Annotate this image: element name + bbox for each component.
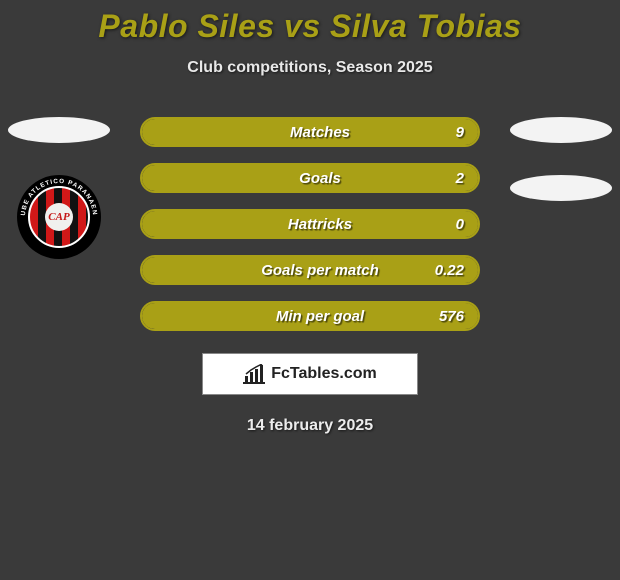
stat-value: 2 — [456, 170, 464, 187]
club-badge-atletico-paranaense: CLUBE ATLETICO PARANAENSE 1924 CAP — [17, 175, 101, 259]
stat-label: Min per goal — [142, 308, 478, 325]
brand-text: FcTables.com — [271, 365, 377, 383]
player-photo-placeholder — [510, 117, 612, 143]
stat-row-matches: Matches 9 — [140, 117, 480, 147]
player-photo-placeholder — [8, 117, 110, 143]
stat-value: 0 — [456, 216, 464, 233]
club-badge-stripes: CAP — [28, 186, 90, 248]
stat-row-goals: Goals 2 — [140, 163, 480, 193]
stat-label: Goals — [142, 170, 478, 187]
stat-label: Matches — [142, 124, 478, 141]
stat-row-goals-per-match: Goals per match 0.22 — [140, 255, 480, 285]
stats-list: Matches 9 Goals 2 Hattricks 0 Goals per … — [140, 117, 480, 331]
left-player-column: CLUBE ATLETICO PARANAENSE 1924 CAP — [8, 117, 110, 259]
date-line: 14 february 2025 — [0, 417, 620, 435]
stat-value: 576 — [439, 308, 464, 325]
stat-value: 0.22 — [435, 262, 464, 279]
club-badge-monogram: CAP — [45, 203, 73, 231]
subtitle: Club competitions, Season 2025 — [0, 59, 620, 77]
bar-chart-icon — [243, 364, 265, 384]
content-region: CLUBE ATLETICO PARANAENSE 1924 CAP Match… — [0, 117, 620, 435]
stat-label: Hattricks — [142, 216, 478, 233]
brand-box[interactable]: FcTables.com — [202, 353, 418, 395]
right-player-column — [510, 117, 612, 201]
stat-row-min-per-goal: Min per goal 576 — [140, 301, 480, 331]
stat-value: 9 — [456, 124, 464, 141]
club-badge-placeholder — [510, 175, 612, 201]
page-title: Pablo Siles vs Silva Tobias — [0, 0, 620, 45]
stat-row-hattricks: Hattricks 0 — [140, 209, 480, 239]
stat-label: Goals per match — [142, 262, 478, 279]
